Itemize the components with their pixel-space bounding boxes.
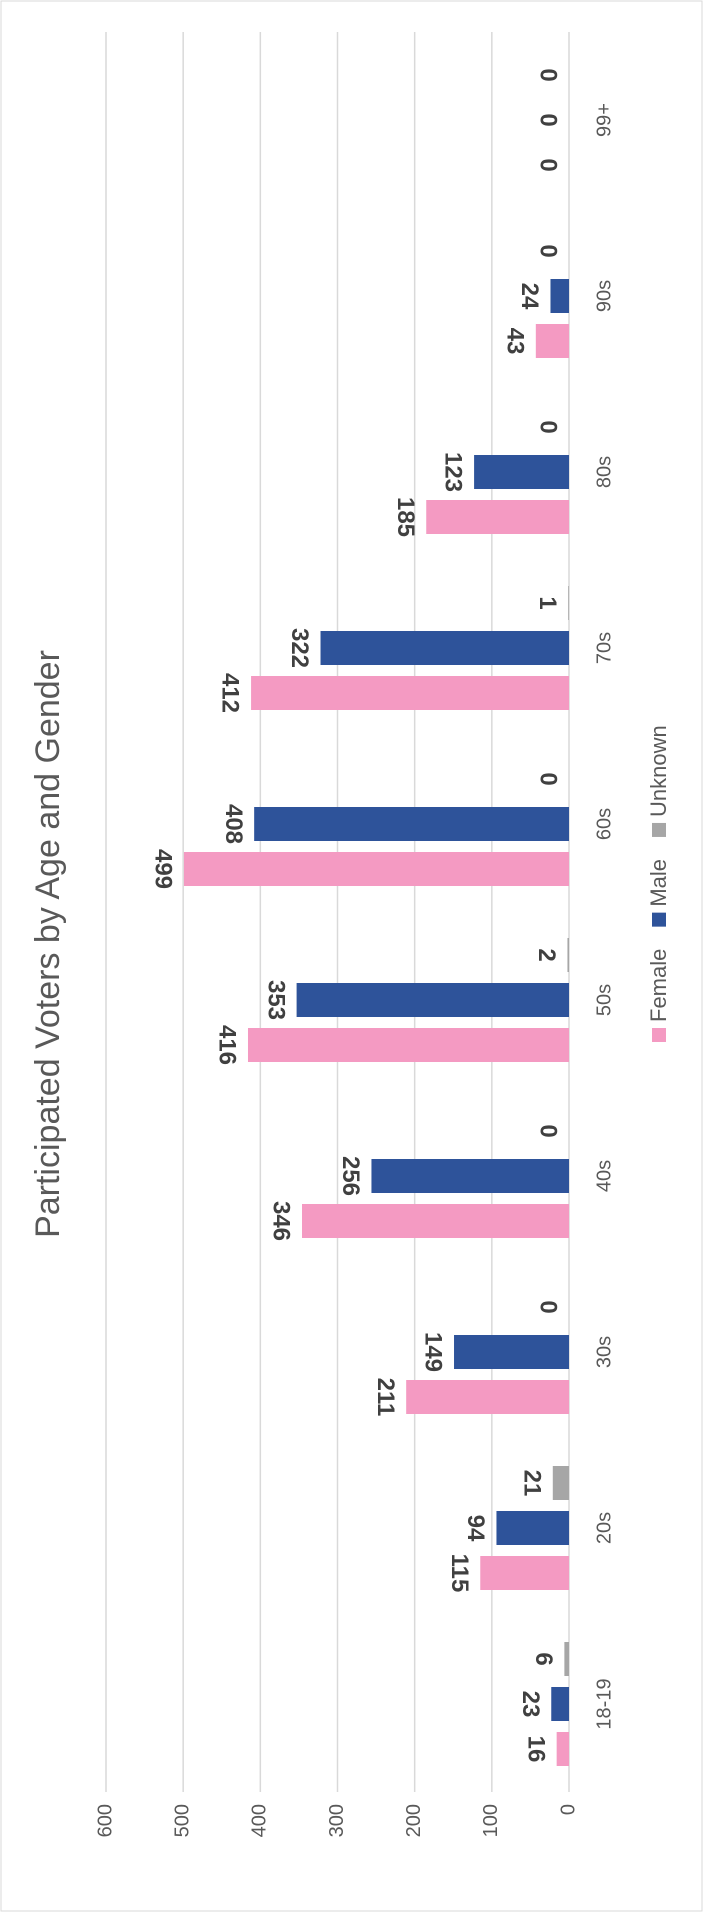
data-label: 0 [535, 244, 562, 257]
data-label: 21 [518, 1470, 545, 1497]
bar [247, 1028, 569, 1062]
data-label: 0 [535, 158, 562, 171]
bar [296, 983, 569, 1017]
data-label: 256 [337, 1156, 364, 1196]
x-tick-label: 80s [593, 456, 615, 488]
bar [302, 1204, 569, 1238]
data-label: 346 [268, 1201, 295, 1241]
bar [535, 324, 570, 358]
bar [552, 1466, 569, 1500]
x-tick-label: 18-19 [593, 1678, 615, 1729]
data-label: 23 [517, 1691, 544, 1718]
bar [551, 1687, 569, 1721]
x-tick-label: 20s [593, 1512, 615, 1544]
x-tick-label: 50s [593, 984, 615, 1016]
y-tick-label: 300 [326, 1804, 348, 1837]
data-label: 149 [420, 1332, 447, 1372]
bar [426, 500, 569, 534]
x-tick-label: 40s [593, 1160, 615, 1192]
y-tick-label: 400 [249, 1804, 271, 1837]
y-tick-label: 600 [94, 1804, 116, 1837]
bar [406, 1380, 570, 1414]
data-label: 353 [262, 980, 289, 1020]
x-tick-label: 99+ [593, 103, 615, 137]
y-tick-label: 0 [557, 1804, 579, 1815]
y-tick-label: 100 [480, 1804, 502, 1837]
x-tick-label: 90s [593, 280, 615, 312]
data-label: 43 [501, 328, 528, 355]
x-tick-label: 60s [593, 808, 615, 840]
bar [371, 1159, 569, 1193]
legend-swatch [652, 912, 666, 927]
data-label: 322 [286, 628, 313, 668]
data-label: 24 [516, 283, 543, 310]
bar [550, 279, 569, 313]
bar [254, 807, 569, 841]
legend-swatch [652, 1028, 666, 1042]
data-label: 115 [446, 1554, 473, 1593]
bar [567, 938, 569, 972]
y-tick-label: 200 [403, 1804, 425, 1837]
bar [568, 586, 569, 620]
data-label: 16 [522, 1736, 549, 1763]
data-label: 0 [535, 68, 562, 81]
bar [556, 1732, 569, 1766]
bar [564, 1642, 569, 1676]
data-label: 6 [530, 1652, 557, 1665]
data-label: 2 [533, 948, 560, 961]
y-tick-label: 500 [171, 1804, 193, 1837]
rotated-chart: Participated Voters by Age and Gender 0 1… [29, 32, 671, 1837]
data-label: 185 [392, 497, 419, 537]
bar [474, 455, 569, 489]
data-label: 94 [462, 1515, 489, 1542]
bar [320, 631, 570, 665]
legend-label: Unknown [646, 725, 671, 817]
chart-title: Participated Voters by Age and Gender [29, 650, 67, 1238]
bar [496, 1511, 570, 1545]
data-label: 211 [372, 1378, 399, 1417]
data-label: 0 [535, 420, 562, 433]
data-label: 412 [217, 673, 244, 713]
data-label: 408 [220, 804, 247, 844]
legend-label: Female [646, 949, 671, 1022]
x-tick-label: 70s [593, 632, 615, 664]
legend-label: Male [646, 859, 671, 907]
data-label: 0 [535, 772, 562, 785]
data-label: 416 [214, 1025, 241, 1065]
bar [183, 852, 570, 886]
data-label: 0 [535, 1300, 562, 1313]
x-tick-label: 30s [593, 1336, 615, 1368]
data-label: 123 [440, 452, 467, 492]
bar [454, 1335, 569, 1369]
data-label: 499 [150, 849, 177, 889]
bar [251, 676, 569, 710]
bar [480, 1556, 569, 1590]
data-label: 1 [534, 596, 561, 609]
data-label: 0 [535, 1124, 562, 1137]
legend-swatch [652, 822, 666, 837]
data-label: 0 [535, 113, 562, 126]
